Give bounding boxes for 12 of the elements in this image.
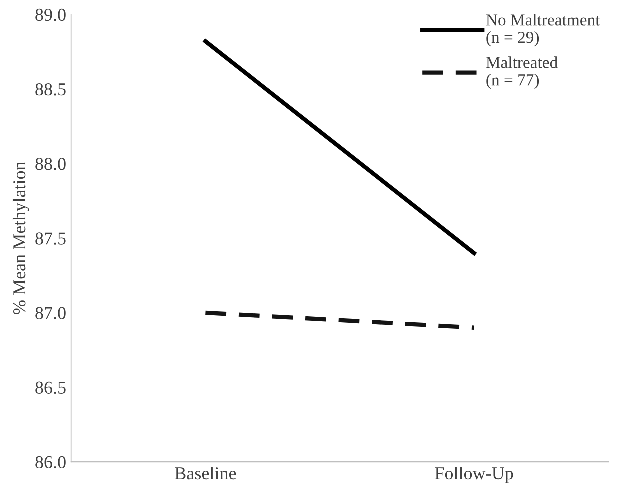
x-tick-label: Baseline	[175, 466, 236, 480]
y-tick-label: 86.0	[36, 456, 66, 469]
y-tick-label: 89.0	[36, 8, 66, 22]
y-tick-label: 87.5	[36, 232, 66, 245]
y-tick-label: 88.0	[36, 158, 66, 170]
y-tick-label: 86.5	[36, 382, 66, 394]
y-tick-label: 87.0	[36, 307, 66, 320]
legend-label: Maltreated (n = 77)	[486, 56, 558, 90]
x-tick-label: Follow-Up	[435, 466, 514, 484]
y-axis-title: % Mean Methylation	[12, 162, 30, 314]
legend-label: No Maltreatment (n = 29)	[486, 14, 600, 47]
y-tick-label: 88.5	[36, 84, 66, 96]
